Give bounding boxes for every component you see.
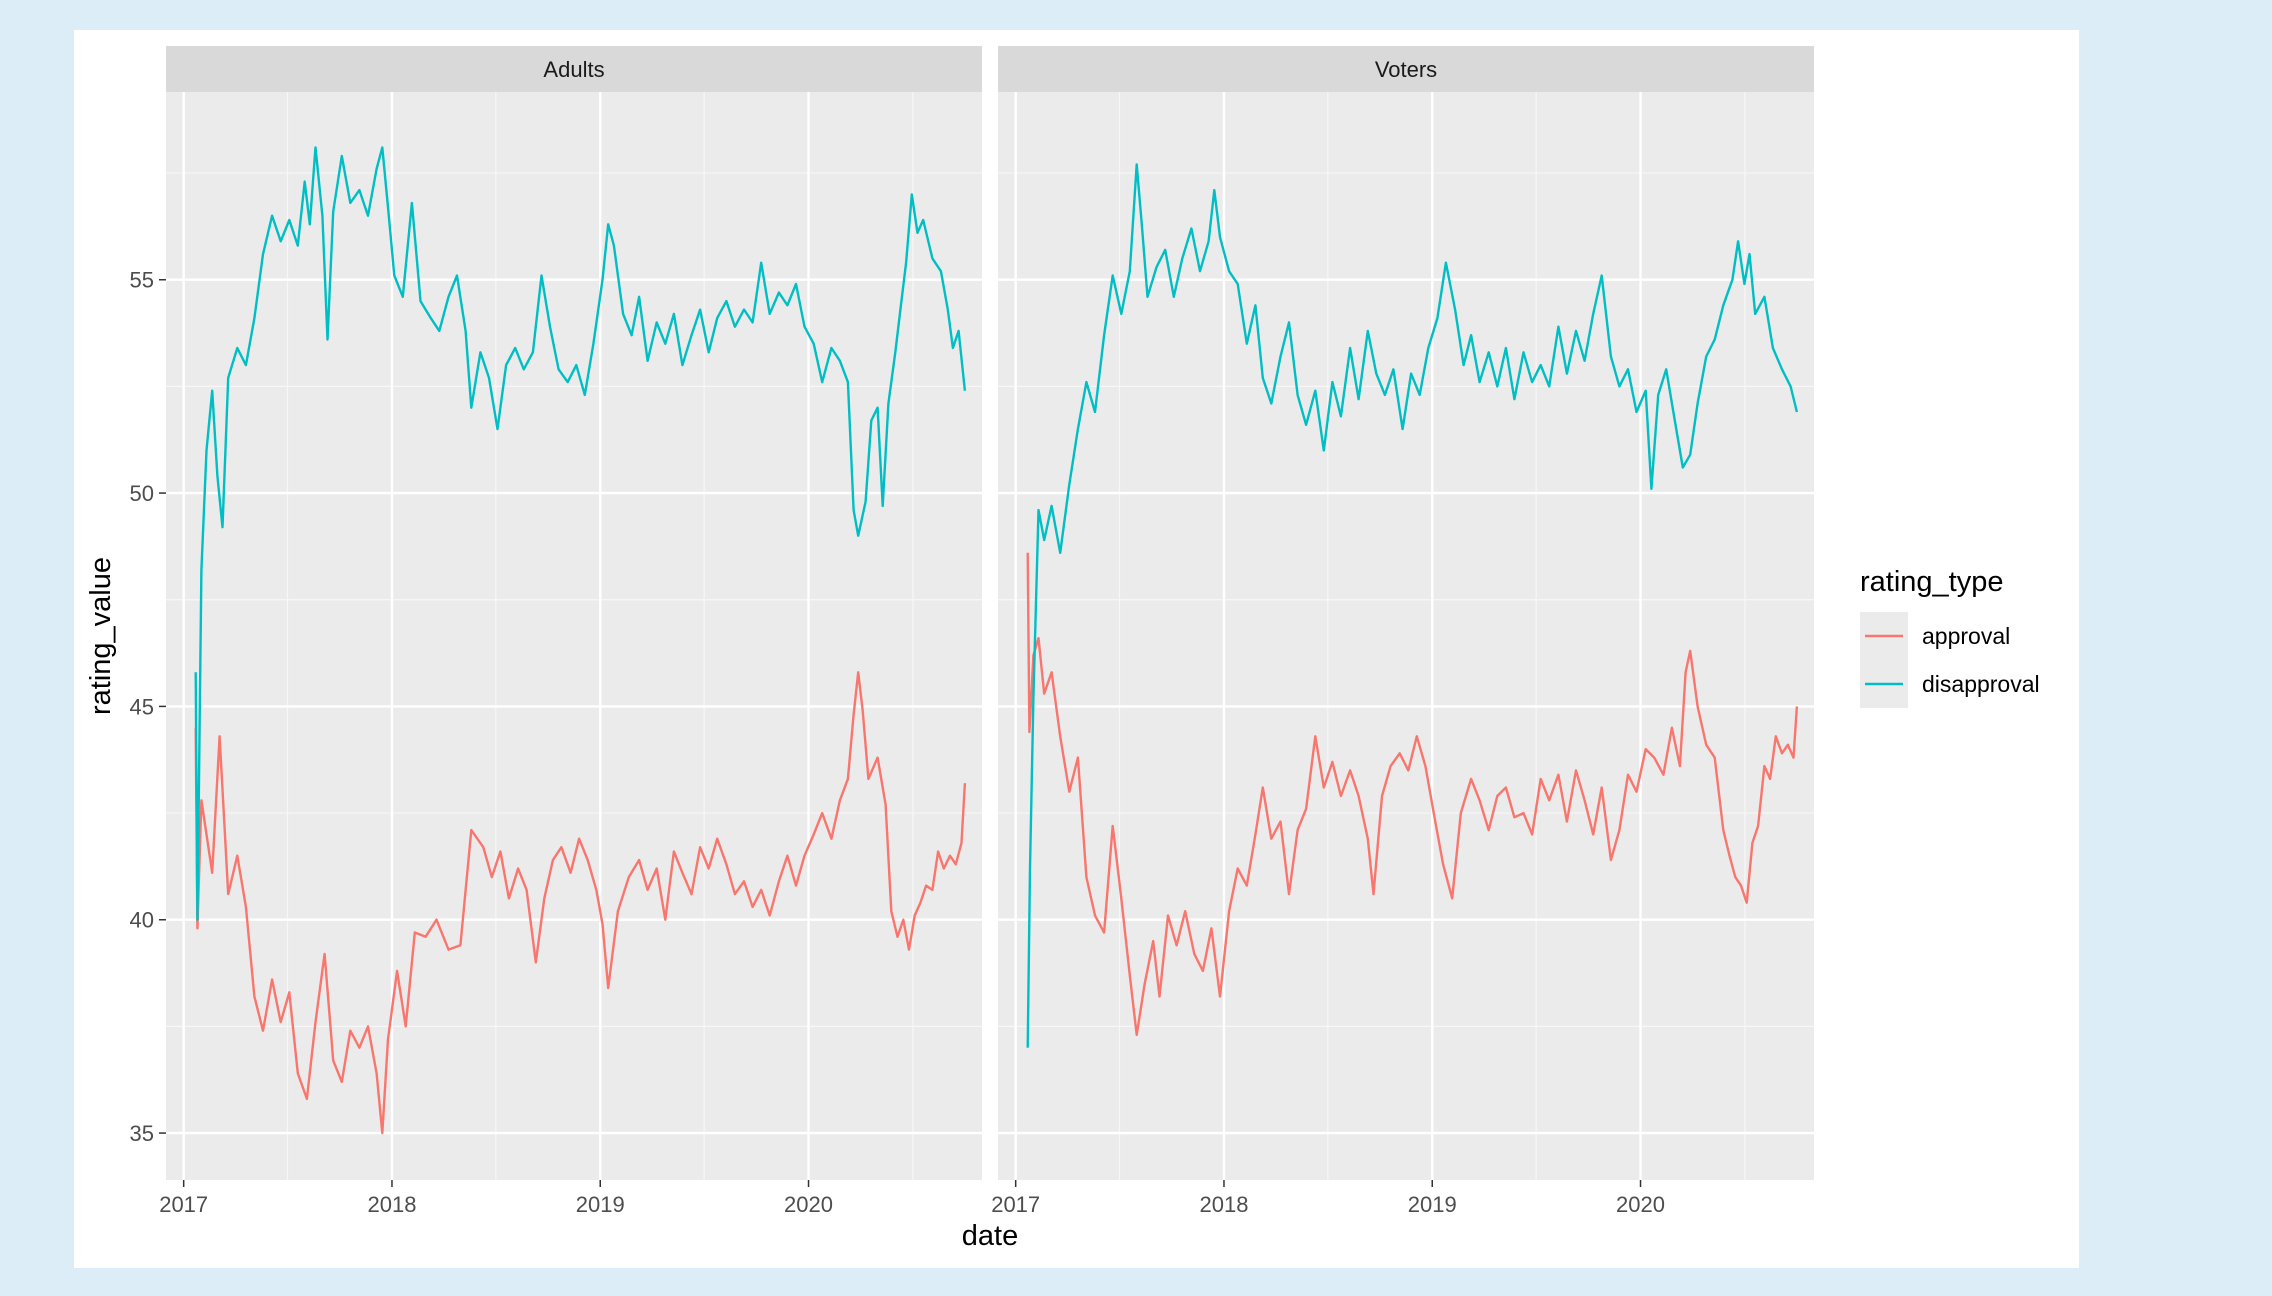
series-line-voters-approval [1026,552,1799,1037]
y-tick-label: 55 [130,268,154,293]
faceted-line-chart: Adults 2017 2018 2019 2020 Voters 2017 2018 2019… [85,46,2040,1252]
x-tick-label: 2019 [1408,1192,1457,1217]
y-tick-label: 45 [130,694,154,719]
chart-card: Adults 2017 2018 2019 2020 Voters 2017 2018 2019… [74,30,2079,1268]
x-tick-label: 2020 [1616,1192,1665,1217]
facet-strip-adults [166,46,982,92]
y-tick-label: 50 [130,481,154,506]
x-tick-label: 2019 [576,1192,625,1217]
legend-label-disapproval: disapproval [1922,671,2040,697]
y-tick-label: 35 [130,1121,154,1146]
panel-background-voters [998,92,1814,1180]
facet-strip-voters [998,46,1814,92]
y-tick-label: 40 [130,908,154,933]
series-line-adults-disapproval [194,146,967,921]
series-line-voters-disapproval [1026,163,1799,1048]
legend-label-approval: approval [1922,623,2010,649]
x-tick-label: 2018 [1199,1192,1248,1217]
series-line-adults-approval [194,671,967,1135]
facet-label-voters: Voters [1375,57,1437,82]
x-tick-label: 2020 [784,1192,833,1217]
facet-label-adults: Adults [543,57,604,82]
x-axis-title: date [962,1220,1018,1252]
x-tick-label: 2017 [159,1192,208,1217]
legend-title: rating_type [1860,566,2004,598]
x-tick-label: 2017 [991,1192,1040,1217]
x-tick-label: 2018 [367,1192,416,1217]
y-axis-title: rating_value [85,557,117,715]
panel-background-adults [166,92,982,1180]
